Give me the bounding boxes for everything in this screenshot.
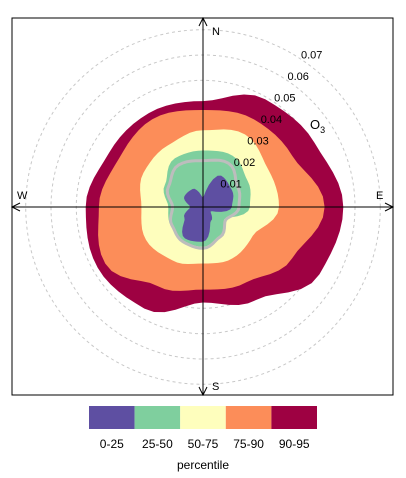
direction-label-south: S <box>212 381 219 393</box>
radial-tick-labels: 0.01 0.02 0.03 0.04 0.05 0.06 0.07 <box>220 50 322 191</box>
legend-key-3 <box>180 406 226 429</box>
direction-label-east: E <box>376 190 383 202</box>
direction-label-west: W <box>17 190 28 202</box>
radial-tick-label: 0.03 <box>247 136 268 148</box>
radial-tick-label: 0.06 <box>288 71 309 83</box>
pollutant-label: O3 <box>310 117 325 135</box>
legend-label: 25-50 <box>142 437 173 451</box>
compass-axes <box>10 16 395 397</box>
legend-key-2 <box>134 406 181 429</box>
legend-key-1 <box>89 406 135 429</box>
legend-label: 75-90 <box>233 437 264 451</box>
legend-label: 50-75 <box>188 437 219 451</box>
arrow-east <box>384 202 395 212</box>
arrow-west <box>10 202 21 212</box>
legend-title: percentile <box>177 458 229 472</box>
percentile-area-1 <box>182 175 234 242</box>
legend-key-5 <box>271 406 317 429</box>
legend-label: 0-25 <box>100 437 124 451</box>
radial-tick-label: 0.07 <box>301 50 322 62</box>
arrow-north <box>198 16 208 27</box>
percentile-areas <box>85 94 344 313</box>
radial-tick-label: 0.04 <box>261 114 282 126</box>
legend: 0-25 25-50 50-75 75-90 90-95 <box>89 406 317 451</box>
radial-tick-label: 0.01 <box>220 179 241 191</box>
legend-key-4 <box>225 406 272 429</box>
arrow-south <box>198 386 208 397</box>
radial-tick-label: 0.02 <box>234 157 255 169</box>
direction-label-north: N <box>212 26 220 38</box>
legend-label: 90-95 <box>279 437 310 451</box>
radial-tick-label: 0.05 <box>274 93 295 105</box>
